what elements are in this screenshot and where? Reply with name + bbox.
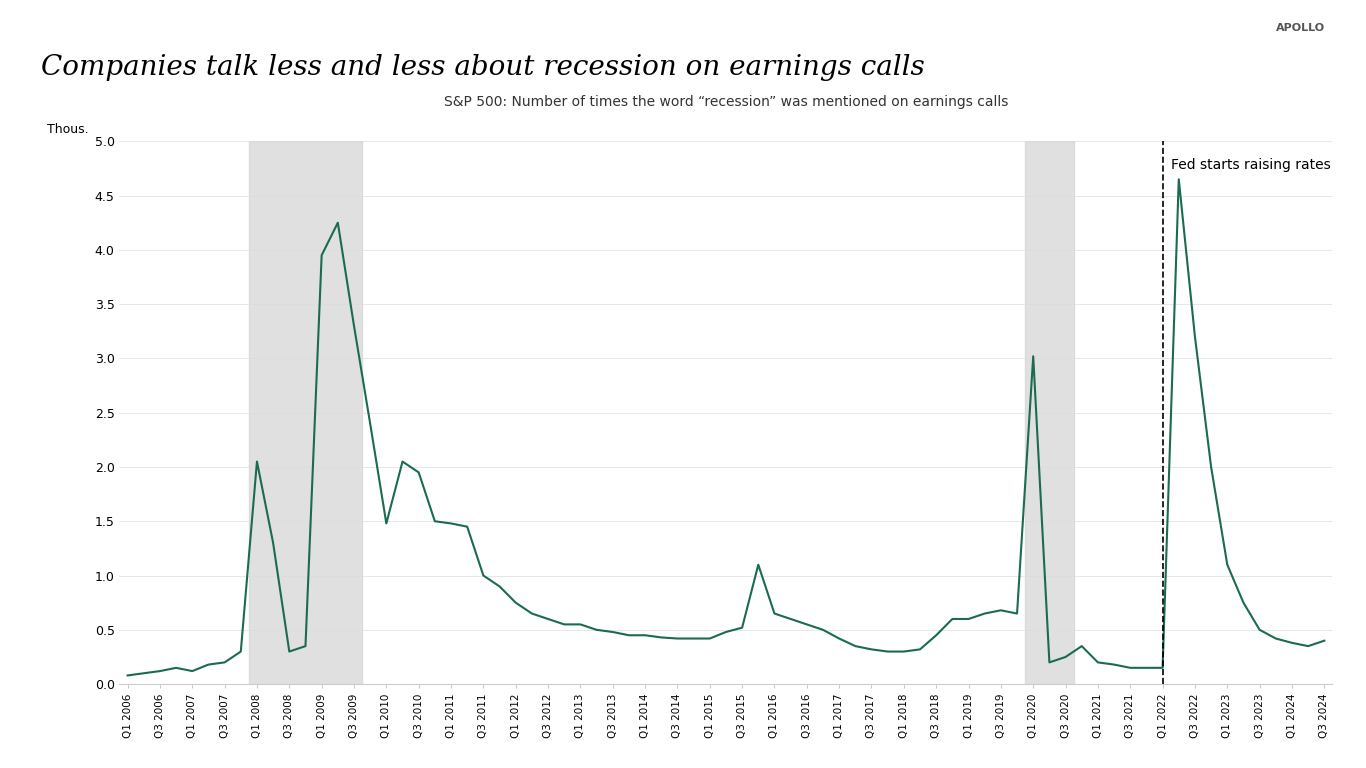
Text: Thous.: Thous.	[46, 123, 89, 136]
Text: Companies talk less and less about recession on earnings calls: Companies talk less and less about reces…	[41, 54, 925, 81]
Text: S&P 500: Number of times the word “recession” was mentioned on earnings calls: S&P 500: Number of times the word “reces…	[444, 94, 1008, 109]
Bar	[1024, 141, 1074, 684]
Bar	[249, 141, 362, 684]
Text: Fed starts raising rates: Fed starts raising rates	[1171, 157, 1330, 171]
Text: APOLLO: APOLLO	[1276, 23, 1325, 33]
